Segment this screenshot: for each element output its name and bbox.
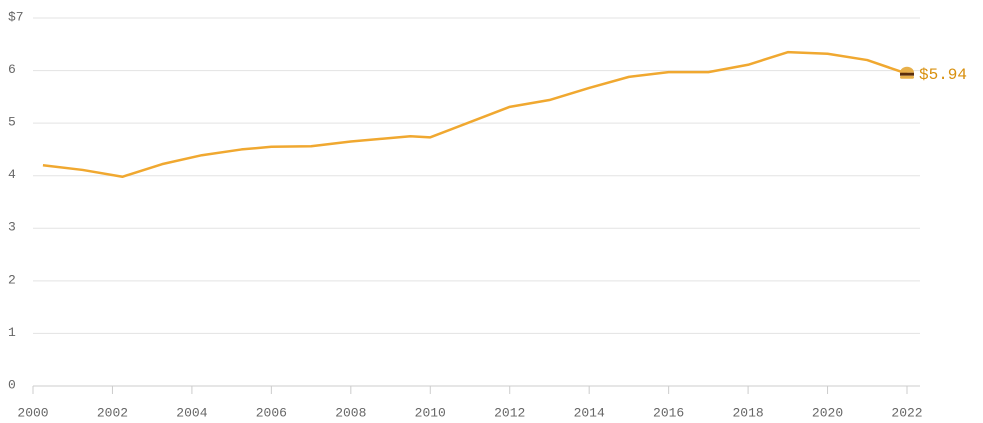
burger-bun-bottom: [900, 75, 914, 79]
y-tick-label: 6: [8, 62, 16, 77]
x-tick-label: 2008: [335, 405, 366, 420]
y-tick-label: 1: [8, 325, 16, 340]
burger-bun-top: [900, 66, 914, 73]
x-tick-label: 2002: [97, 405, 128, 420]
x-tick-label: 2016: [653, 405, 684, 420]
x-tick-label: 2022: [891, 405, 922, 420]
x-tick-label: 2018: [732, 405, 763, 420]
x-tick-label: 2004: [176, 405, 207, 420]
end-value-label: $5.94: [919, 66, 967, 84]
x-tick-label: 2006: [256, 405, 287, 420]
x-tick-label: 2014: [574, 405, 605, 420]
y-tick-label: 4: [8, 167, 16, 182]
burger-marker: [900, 66, 914, 79]
y-tick-label: 3: [8, 220, 16, 235]
y-tick-label: $7: [8, 9, 24, 24]
x-tick-label: 2000: [17, 405, 48, 420]
y-tick-label: 5: [8, 115, 16, 130]
burger-patty: [900, 72, 914, 76]
x-tick-label: 2012: [494, 405, 525, 420]
x-tick-label: 2010: [415, 405, 446, 420]
y-tick-label: 2: [8, 272, 16, 287]
data-line: [42, 50, 908, 179]
y-tick-label: 0: [8, 377, 16, 392]
x-tick-label: 2020: [812, 405, 843, 420]
